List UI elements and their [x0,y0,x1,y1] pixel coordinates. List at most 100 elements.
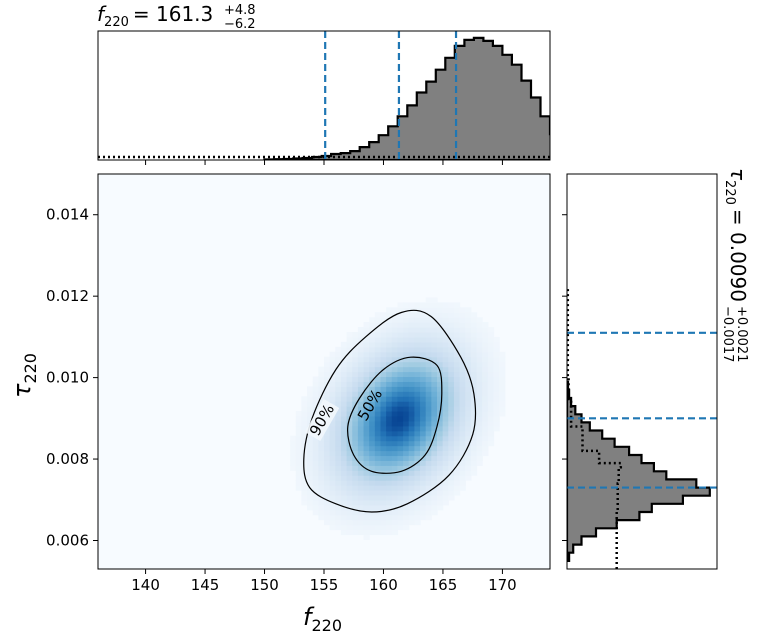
density-cell [465,455,472,461]
density-cell [340,519,348,526]
contour-90pct [303,309,477,513]
density-cell [352,351,359,358]
density-cell [465,391,472,397]
density-cell [307,490,314,496]
density-cell [386,430,393,437]
density-cell [408,504,415,511]
density-cell [431,336,438,343]
density-cell [437,460,444,466]
density-cell [470,445,478,452]
density-cell [369,322,376,328]
density-cell [487,376,495,382]
density-cell [465,415,472,422]
density-cell [408,401,415,407]
density-cell [425,327,432,333]
density-cell [437,504,444,511]
density-cell [391,494,399,501]
density-cell [380,401,387,407]
density-cell [357,346,365,353]
density-cell [431,490,438,496]
density-cell [487,396,495,402]
density-cell [352,494,359,501]
density-cell [312,391,319,397]
density-cell [295,465,302,471]
density-cell [363,406,370,412]
density-cell [448,396,455,402]
density-cell [324,490,331,496]
density-cell [420,480,427,486]
density-cell [431,401,438,407]
density-cell [442,336,449,343]
density-cell [408,302,415,308]
density-cell [459,430,466,437]
density-cell [335,401,342,407]
density-cell [391,465,399,471]
density-cell [357,406,365,412]
density-cell [363,411,370,417]
density-cell [307,480,314,486]
density-cell [431,366,438,373]
density-cell [346,450,353,457]
density-cell [307,455,314,461]
density-cell [363,480,370,486]
density-cell [380,490,387,496]
tau220-histogram-bars [567,380,711,562]
density-cell [487,420,495,427]
density-cell [369,465,376,471]
density-cell [386,386,393,392]
density-cell [453,401,461,407]
density-cell [403,371,410,378]
density-cell [425,499,432,506]
density-cell [346,361,353,368]
density-cell [386,381,393,387]
density-cell [408,341,415,348]
density-cell [380,440,387,447]
density-cell [397,494,404,501]
density-cell [437,425,444,432]
density-cell [437,415,444,422]
density-cell [369,504,376,511]
density-cell [431,425,438,432]
y-axis-label: τ220 [8,353,40,398]
density-cell [352,356,359,363]
density-cell [391,455,399,461]
density-cell [324,494,331,501]
density-cell [420,406,427,412]
density-cell [442,322,449,328]
density-cell [397,386,404,392]
density-cell [425,307,432,313]
density-cell [340,420,348,427]
density-cell [431,504,438,511]
density-cell [465,406,472,412]
density-cell [391,411,399,417]
density-cell [476,371,483,378]
density-cell [442,470,449,476]
density-cell [493,425,500,432]
density-cell [391,420,399,427]
density-cell [437,435,444,442]
density-cell [414,381,421,387]
density-cell [335,356,342,363]
density-cell [431,327,438,333]
density-cell [346,529,353,536]
joint-axis-ticks: 140 145 150 155 160 165 170 0.006 0.008 0.010 0.01… [46,206,517,594]
density-cell [335,430,342,437]
density-cell [397,351,404,358]
density-cell [453,460,461,466]
density-cell [476,391,483,397]
density-cell [386,460,393,466]
density-cell [470,381,478,387]
density-cell [374,504,382,511]
density-cell [414,470,421,476]
density-cell [470,346,478,353]
density-cell [324,371,331,378]
density-cell [442,430,449,437]
density-cell [397,341,404,348]
density-cell [357,455,365,461]
density-cell [357,420,365,427]
density-cell [425,371,432,378]
density-cell [442,411,449,417]
density-cell [408,509,415,516]
density-cell [431,346,438,353]
density-cell [363,420,370,427]
